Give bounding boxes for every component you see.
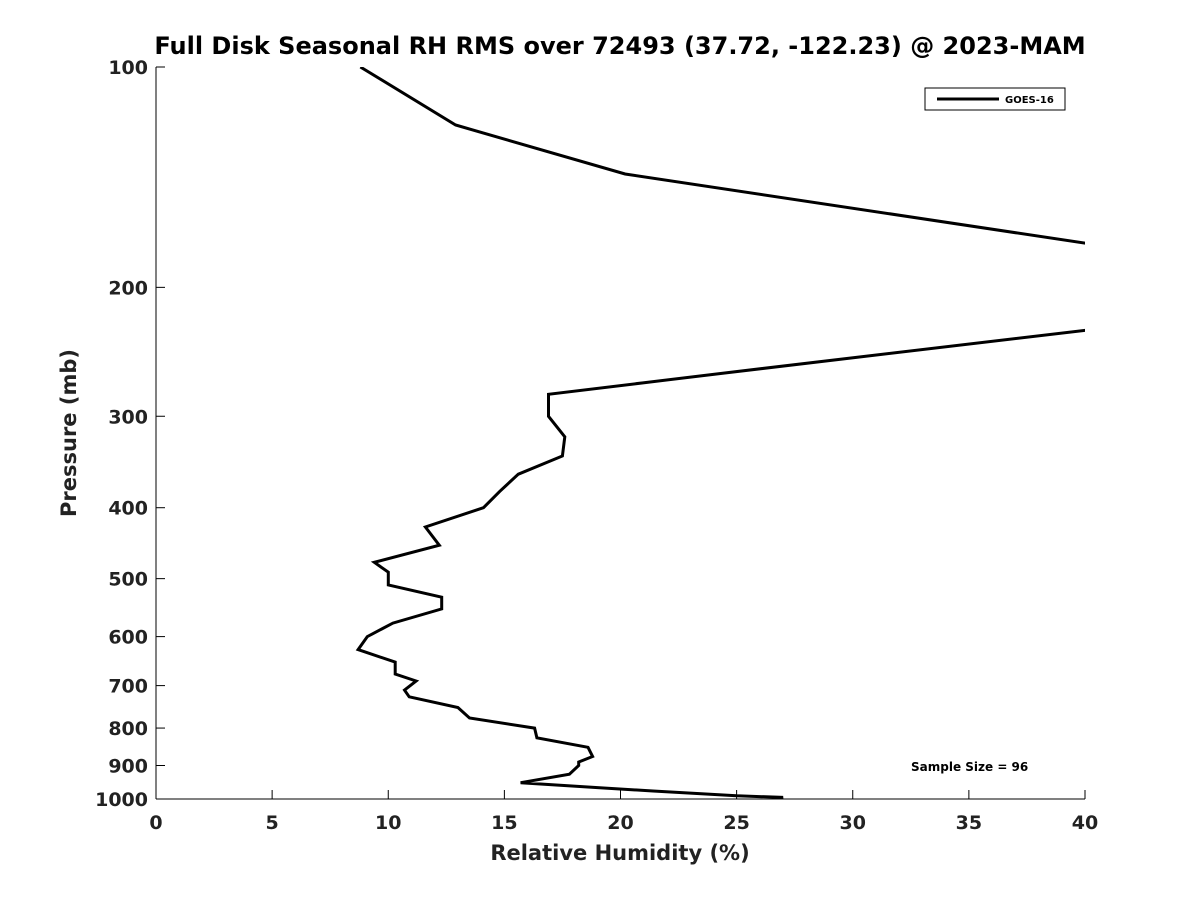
series-line-goes-16	[355, 67, 1085, 799]
y-tick-label: 500	[108, 569, 148, 591]
sample-size-annotation: Sample Size = 96	[911, 760, 1028, 774]
y-tick-label: 100	[108, 57, 148, 79]
x-tick-label: 30	[840, 812, 866, 834]
y-tick-label: 800	[108, 718, 148, 740]
x-axis-label: Relative Humidity (%)	[490, 841, 749, 865]
y-tick-label: 700	[108, 676, 148, 698]
x-tick-label: 40	[1072, 812, 1098, 834]
y-tick-label: 900	[108, 756, 148, 778]
legend-label-goes-16: GOES-16	[1005, 95, 1054, 106]
x-tick-label: 35	[956, 812, 982, 834]
plot-area: 0 5 10 15 20 25 30 35 40 100 200 300 400 500 600 700 800…	[95, 57, 1098, 834]
x-tick-label: 10	[375, 812, 401, 834]
y-tick-label: 300	[108, 406, 148, 428]
y-tick-label: 1000	[95, 789, 148, 811]
x-tick-label: 0	[149, 812, 162, 834]
y-tick-label: 400	[108, 498, 148, 520]
y-tick-label: 600	[108, 627, 148, 649]
chart-title: Full Disk Seasonal RH RMS over 72493 (37…	[154, 32, 1085, 60]
legend: GOES-16	[924, 87, 1066, 111]
x-tick-label: 15	[491, 812, 517, 834]
x-tick-label: 20	[607, 812, 633, 834]
x-tick-label: 25	[723, 812, 749, 834]
x-tick-label: 5	[266, 812, 279, 834]
y-tick-label: 200	[108, 277, 148, 299]
y-axis-label: Pressure (mb)	[57, 349, 81, 517]
